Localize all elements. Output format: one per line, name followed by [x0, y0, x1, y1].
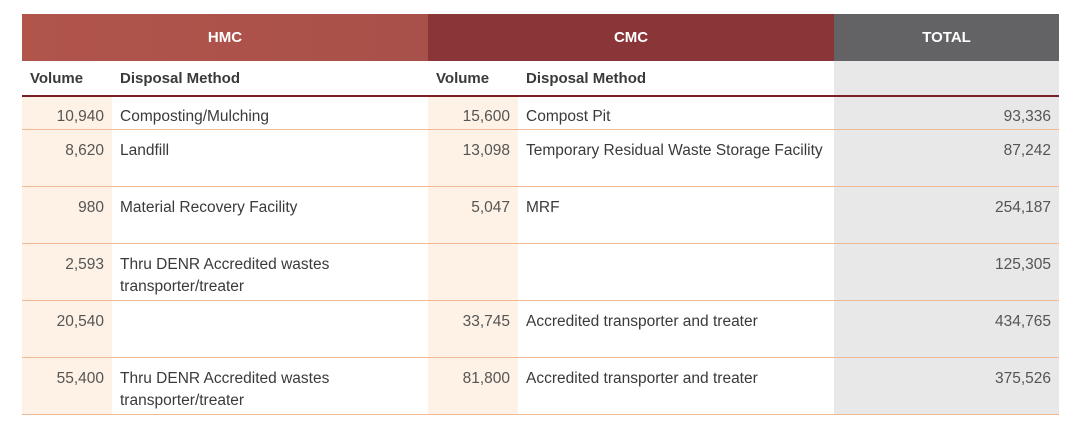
hmc-disposal-method-header: Disposal Method: [112, 61, 429, 97]
waste-disposal-table: HMC CMC TOTAL Volume Disposal Method Vol…: [22, 14, 1060, 415]
hmc-volume-cell: 10,940: [22, 96, 112, 130]
cmc-volume-cell: 33,745: [428, 300, 519, 358]
total-header: TOTAL: [834, 14, 1060, 61]
cmc-volume-header: Volume: [428, 61, 519, 97]
total-subheader: [834, 61, 1060, 97]
total-cell: 87,242: [834, 129, 1060, 187]
hmc-method-cell: Composting/Mulching: [112, 96, 429, 130]
total-cell: 93,336: [834, 96, 1060, 130]
cmc-volume-cell: [428, 243, 519, 301]
table-row: 2,593 Thru DENR Accredited wastes transp…: [22, 243, 1060, 301]
table-row: 10,940 Composting/Mulching 15,600 Compos…: [22, 96, 1060, 130]
table-row: 8,620 Landfill 13,098 Temporary Residual…: [22, 129, 1060, 187]
hmc-method-cell: Thru DENR Accredited wastes transporter/…: [112, 357, 429, 415]
cmc-method-cell: [518, 243, 835, 301]
hmc-volume-cell: 2,593: [22, 243, 112, 301]
cmc-method-cell: Temporary Residual Waste Storage Facilit…: [518, 129, 835, 187]
cmc-header: CMC: [428, 14, 835, 61]
hmc-method-cell: [112, 300, 429, 358]
hmc-volume-cell: 20,540: [22, 300, 112, 358]
cmc-disposal-method-header: Disposal Method: [518, 61, 835, 97]
hmc-header: HMC: [22, 14, 429, 61]
hmc-volume-cell: 8,620: [22, 129, 112, 187]
hmc-volume-cell: 980: [22, 186, 112, 244]
total-cell: 375,526: [834, 357, 1060, 415]
table-row: 980 Material Recovery Facility 5,047 MRF…: [22, 186, 1060, 244]
cmc-volume-cell: 5,047: [428, 186, 519, 244]
cmc-volume-cell: 15,600: [428, 96, 519, 130]
table-row: 20,540 33,745 Accredited transporter and…: [22, 300, 1060, 358]
hmc-volume-header: Volume: [22, 61, 112, 97]
cmc-method-cell: Accredited transporter and treater: [518, 300, 835, 358]
total-cell: 254,187: [834, 186, 1060, 244]
table-row: 55,400 Thru DENR Accredited wastes trans…: [22, 357, 1060, 415]
total-cell: 125,305: [834, 243, 1060, 301]
hmc-method-cell: Landfill: [112, 129, 429, 187]
cmc-method-cell: Compost Pit: [518, 96, 835, 130]
cmc-method-cell: Accredited transporter and treater: [518, 357, 835, 415]
total-cell: 434,765: [834, 300, 1060, 358]
hmc-volume-cell: 55,400: [22, 357, 112, 415]
hmc-method-cell: Material Recovery Facility: [112, 186, 429, 244]
cmc-volume-cell: 81,800: [428, 357, 519, 415]
hmc-method-cell: Thru DENR Accredited wastes transporter/…: [112, 243, 429, 301]
cmc-method-cell: MRF: [518, 186, 835, 244]
cmc-volume-cell: 13,098: [428, 129, 519, 187]
